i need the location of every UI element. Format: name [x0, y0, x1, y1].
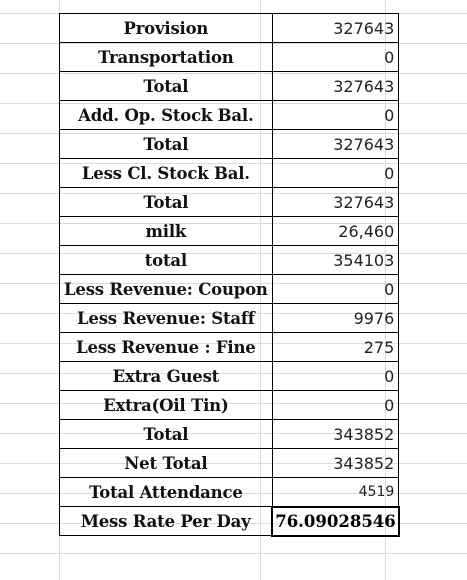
row-value-cell[interactable]: 0	[271, 100, 400, 130]
table-row: Total 343852	[59, 419, 400, 449]
table-row: milk 26,460	[59, 216, 400, 246]
row-label-cell[interactable]: Less Revenue: Coupon	[59, 274, 273, 304]
row-value-cell[interactable]: 327643	[271, 71, 400, 101]
row-label-cell[interactable]: Total	[59, 129, 273, 159]
row-label-cell[interactable]: Mess Rate Per Day	[59, 506, 273, 536]
table-row: Net Total 343852	[59, 448, 400, 478]
row-value-cell[interactable]: 0	[271, 274, 400, 304]
table-row: Total 327643	[59, 187, 400, 217]
table-row: Less Revenue : Fine 275	[59, 332, 400, 362]
row-label-cell[interactable]: Total	[59, 419, 273, 449]
row-label-cell[interactable]: Less Cl. Stock Bal.	[59, 158, 273, 188]
table-row: Extra Guest 0	[59, 361, 400, 391]
row-label-cell[interactable]: total	[59, 245, 273, 275]
table-row: Mess Rate Per Day 76.09028546	[59, 505, 400, 537]
row-label-cell[interactable]: Less Revenue: Staff	[59, 303, 273, 333]
table-row: Provision 327643	[59, 13, 400, 43]
table-row: total 354103	[59, 245, 400, 275]
row-value-cell[interactable]: 0	[271, 158, 400, 188]
row-label-cell[interactable]: Extra(Oil Tin)	[59, 390, 273, 420]
row-label-cell[interactable]: Extra Guest	[59, 361, 273, 391]
row-value-cell[interactable]: 26,460	[271, 216, 400, 246]
row-value-cell[interactable]: 327643	[271, 13, 400, 43]
row-label-cell[interactable]: Total	[59, 187, 273, 217]
row-label-cell[interactable]: Provision	[59, 13, 273, 43]
table-row: Less Revenue: Coupon 0	[59, 274, 400, 304]
mess-account-table: Provision 327643 Transportation 0 Total …	[59, 13, 400, 537]
row-value-cell[interactable]: 0	[271, 390, 400, 420]
row-label-cell[interactable]: Less Revenue : Fine	[59, 332, 273, 362]
row-value-cell[interactable]: 0	[271, 361, 400, 391]
row-label-cell[interactable]: Total	[59, 71, 273, 101]
table-row: Transportation 0	[59, 42, 400, 72]
row-label-cell[interactable]: Total Attendance	[59, 477, 273, 507]
row-value-cell[interactable]: 327643	[271, 129, 400, 159]
row-label-cell[interactable]: milk	[59, 216, 273, 246]
row-value-cell[interactable]: 4519	[271, 477, 400, 507]
table-row: Extra(Oil Tin) 0	[59, 390, 400, 420]
row-value-cell[interactable]: 0	[271, 42, 400, 72]
table-row: Total 327643	[59, 129, 400, 159]
row-value-cell[interactable]: 354103	[271, 245, 400, 275]
table-row: Less Cl. Stock Bal. 0	[59, 158, 400, 188]
row-label-cell[interactable]: Add. Op. Stock Bal.	[59, 100, 273, 130]
row-value-cell[interactable]: 343852	[271, 448, 400, 478]
row-value-cell[interactable]: 275	[271, 332, 400, 362]
row-value-cell[interactable]: 9976	[271, 303, 400, 333]
row-value-cell[interactable]: 343852	[271, 419, 400, 449]
row-value-cell[interactable]: 327643	[271, 187, 400, 217]
row-label-cell[interactable]: Net Total	[59, 448, 273, 478]
table-row: Less Revenue: Staff 9976	[59, 303, 400, 333]
table-row: Total Attendance 4519	[59, 477, 400, 507]
table-row: Total 327643	[59, 71, 400, 101]
mess-rate-result-cell[interactable]: 76.09028546	[271, 505, 400, 537]
row-label-cell[interactable]: Transportation	[59, 42, 273, 72]
table-row: Add. Op. Stock Bal. 0	[59, 100, 400, 130]
